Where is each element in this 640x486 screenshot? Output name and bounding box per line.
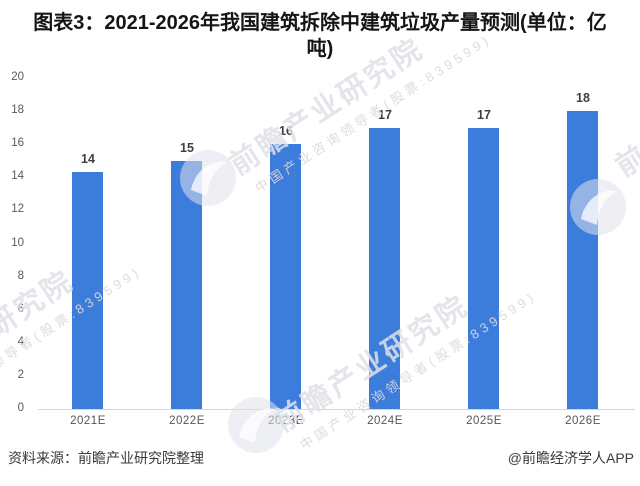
bar-value-label: 18	[576, 91, 590, 105]
y-axis-tick-label: 10	[11, 236, 24, 249]
bar	[468, 128, 499, 409]
x-axis-category-label: 2026E	[565, 415, 601, 427]
y-axis-tick-label: 4	[17, 335, 24, 348]
credit-text: @前瞻经济学人APP	[507, 450, 634, 466]
y-axis-tick-label: 2	[17, 368, 24, 381]
bar-value-label: 15	[180, 141, 194, 155]
bar	[270, 144, 301, 409]
bar-value-label: 16	[279, 124, 293, 138]
y-axis-tick-label: 18	[11, 104, 24, 117]
bar	[171, 161, 202, 409]
bar-value-label: 17	[477, 108, 491, 122]
source-text: 资料来源：前瞻产业研究院整理	[8, 450, 204, 466]
bar-value-label: 14	[81, 152, 95, 166]
x-axis-category-label: 2024E	[367, 415, 403, 427]
bar	[369, 128, 400, 409]
bar	[72, 172, 103, 409]
y-axis-tick-label: 12	[11, 203, 24, 216]
y-axis-tick-label: 0	[17, 402, 24, 414]
bar-value-label: 17	[378, 108, 392, 122]
y-axis-tick-label: 16	[11, 137, 24, 150]
y-axis-tick-label: 6	[17, 302, 24, 315]
y-axis-tick-label: 8	[17, 269, 24, 282]
y-axis-tick-label: 20	[11, 71, 24, 83]
bar	[567, 111, 598, 409]
x-axis-line	[38, 409, 635, 410]
x-axis-category-label: 2025E	[466, 415, 502, 427]
x-axis-category-label: 2022E	[169, 415, 205, 427]
x-axis-category-label: 2021E	[70, 415, 106, 427]
x-axis-category-label: 2023E	[268, 415, 304, 427]
y-axis-tick-label: 14	[11, 170, 24, 183]
page-title: 图表3：2021-2026年我国建筑拆除中建筑垃圾产量预测(单位：亿吨)	[33, 12, 607, 61]
